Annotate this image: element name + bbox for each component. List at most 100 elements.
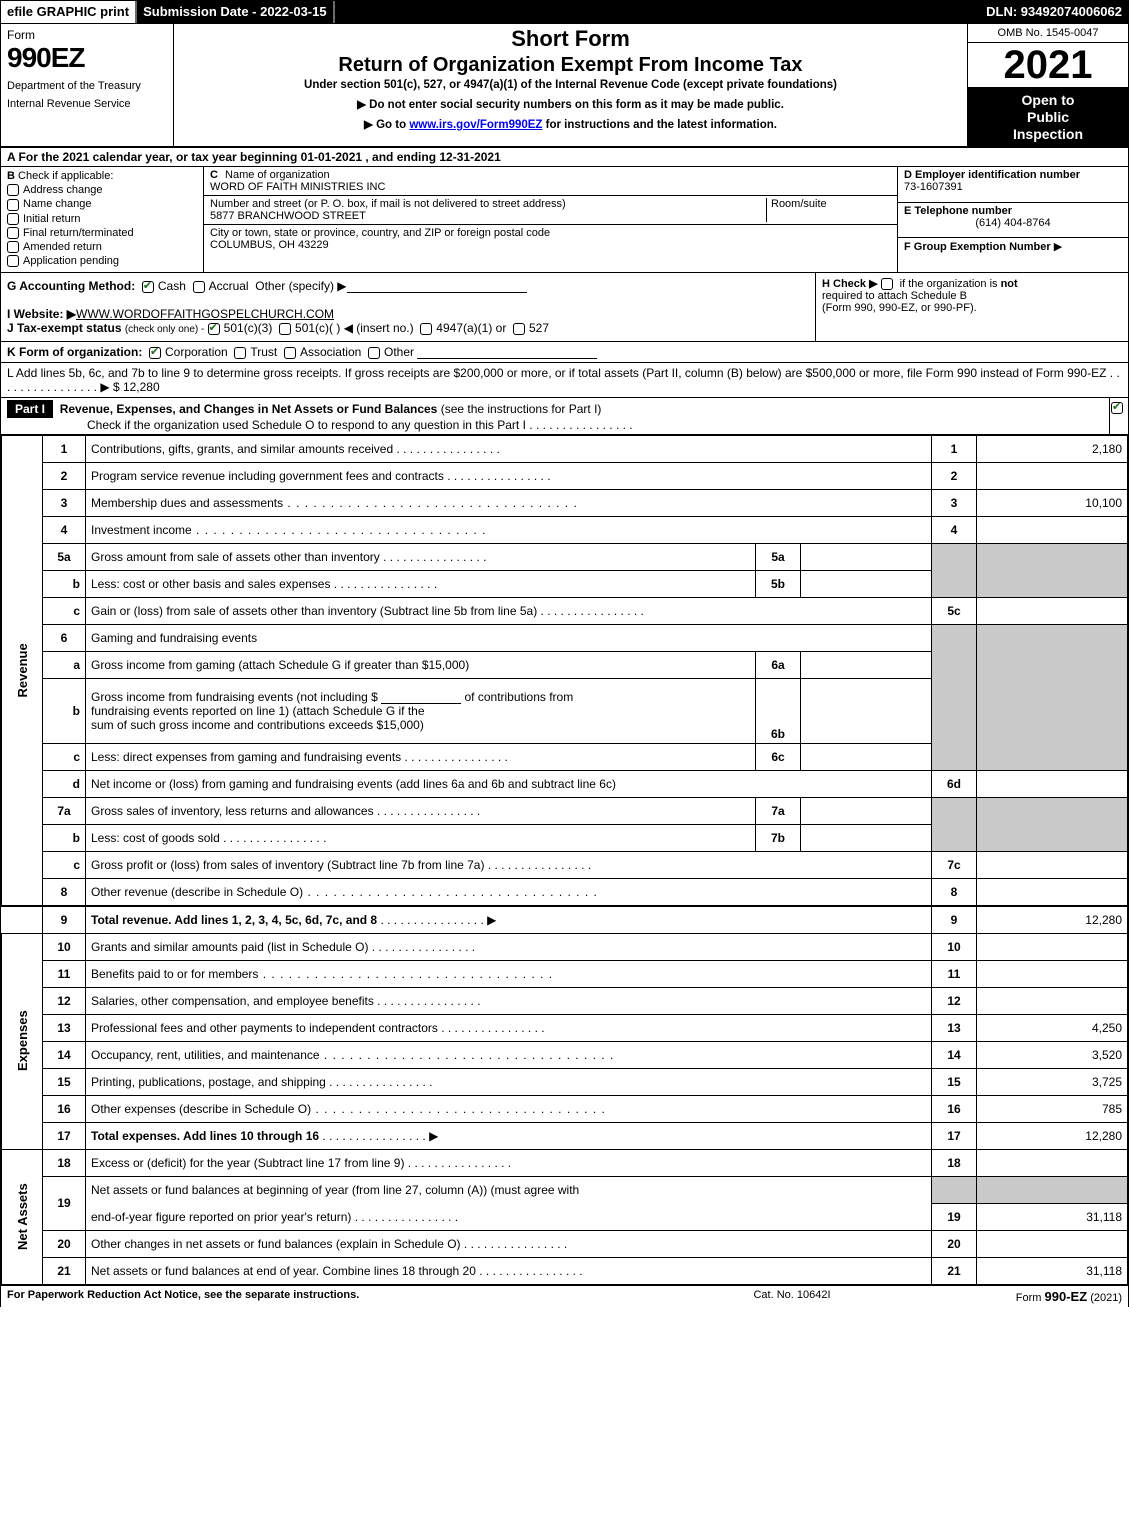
line-no: 9 (43, 906, 86, 934)
line-text: Gross income from gaming (attach Schedul… (91, 658, 469, 672)
line-text: Occupancy, rent, utilities, and maintena… (91, 1048, 320, 1062)
lines-table: Revenue 1 Contributions, gifts, grants, … (1, 435, 1128, 1285)
checkbox-icon[interactable] (7, 241, 19, 253)
dots-icon (311, 1102, 606, 1116)
line-rightval: 12,280 (977, 1122, 1128, 1149)
h-text1: H Check ▶ (822, 278, 878, 290)
dots-icon (484, 858, 591, 872)
line-text: Program service revenue including govern… (91, 469, 444, 483)
sidebar-netassets: Net Assets (2, 1149, 43, 1284)
checkbox-icon[interactable] (7, 255, 19, 267)
checkbox-icon[interactable] (279, 323, 291, 335)
b-opt-amended[interactable]: Amended return (7, 241, 197, 253)
k-other-blank[interactable] (417, 358, 597, 359)
checkbox-icon[interactable] (881, 278, 893, 290)
checkbox-icon[interactable] (193, 281, 205, 293)
checkbox-icon[interactable] (7, 213, 19, 225)
sub-num: 5b (756, 570, 801, 597)
b-opt-label: Address change (23, 184, 103, 196)
tax-year: 2021 (968, 43, 1128, 88)
line-19a: 19 Net assets or fund balances at beginn… (2, 1176, 1128, 1203)
checkbox-icon[interactable] (368, 347, 380, 359)
line-text: Printing, publications, postage, and shi… (91, 1075, 326, 1089)
line-no: 3 (43, 489, 86, 516)
footer-catno: Cat. No. 10642I (662, 1289, 922, 1304)
line-desc: Contributions, gifts, grants, and simila… (86, 435, 932, 462)
irs-label: Internal Revenue Service (7, 98, 167, 110)
line-rightval (977, 597, 1128, 624)
j-501c3: 501(c)(3) (224, 321, 273, 335)
line-text: Gross sales of inventory, less returns a… (91, 804, 374, 818)
line-rightval: 3,520 (977, 1041, 1128, 1068)
k-other: Other (384, 345, 414, 359)
line-rightval (977, 960, 1128, 987)
irs-link[interactable]: www.irs.gov/Form990EZ (409, 119, 542, 131)
line-rightnum: 1 (932, 435, 977, 462)
line-text: Other changes in net assets or fund bala… (91, 1237, 461, 1251)
f-label: F Group Exemption Number (904, 241, 1051, 253)
part1-tailcheck[interactable] (1109, 398, 1128, 434)
subtitle-goto: ▶ Go to www.irs.gov/Form990EZ for instru… (180, 117, 961, 131)
checkbox-icon[interactable] (513, 323, 525, 335)
header-center: Short Form Return of Organization Exempt… (174, 24, 968, 146)
efile-print[interactable]: efile GRAPHIC print (1, 1, 137, 23)
line-rightnum: 3 (932, 489, 977, 516)
dots-icon (319, 1129, 426, 1143)
line-rightval (977, 770, 1128, 797)
b-opt-name[interactable]: Name change (7, 198, 197, 210)
e-phone: E Telephone number (614) 404-8764 (898, 203, 1128, 238)
line-rightnum: 9 (932, 906, 977, 934)
line-no: b (43, 678, 86, 743)
b-opt-initial[interactable]: Initial return (7, 213, 197, 225)
line-rightnum: 4 (932, 516, 977, 543)
dots-icon (351, 1210, 458, 1224)
website-value[interactable]: WWW.WORDOFFAITHGOSPELCHURCH.COM (76, 307, 334, 321)
inspect-line3: Inspection (968, 126, 1128, 143)
line-rightval: 31,118 (977, 1203, 1128, 1230)
line-8: 8 Other revenue (describe in Schedule O)… (2, 878, 1128, 906)
checkbox-icon[interactable] (284, 347, 296, 359)
checkbox-icon (1111, 402, 1123, 414)
checkbox-icon[interactable] (149, 347, 161, 359)
line-rightval (977, 462, 1128, 489)
sub-val (801, 570, 932, 597)
line-rightnum: 12 (932, 987, 977, 1014)
checkbox-icon[interactable] (420, 323, 432, 335)
line-17: 17 Total expenses. Add lines 10 through … (2, 1122, 1128, 1149)
e-label: E Telephone number (904, 205, 1122, 217)
line-rightnum: 17 (932, 1122, 977, 1149)
b-opt-pending[interactable]: Application pending (7, 255, 197, 267)
form-number: 990EZ (7, 42, 167, 74)
checkbox-icon[interactable] (7, 199, 19, 211)
dots-icon (368, 940, 475, 954)
checkbox-icon[interactable] (7, 227, 19, 239)
dots-icon (377, 913, 484, 927)
line-no: 10 (43, 933, 86, 960)
line-7a: 7a Gross sales of inventory, less return… (2, 797, 1128, 824)
line-no: c (43, 743, 86, 770)
checkbox-icon[interactable] (208, 323, 220, 335)
sub-val (801, 743, 932, 770)
checkbox-icon[interactable] (142, 281, 154, 293)
line-text: end-of-year figure reported on prior yea… (91, 1210, 351, 1224)
i-prefix: I Website: ▶ (7, 307, 76, 321)
line-text: Total expenses. Add lines 10 through 16 (91, 1129, 319, 1143)
checkbox-icon[interactable] (7, 184, 19, 196)
checkbox-icon[interactable] (234, 347, 246, 359)
d-ein: D Employer identification number 73-1607… (898, 167, 1128, 202)
h-text2: if the organization is (900, 278, 1001, 290)
sub-num: 5a (756, 543, 801, 570)
g-other-blank[interactable] (347, 292, 527, 293)
footer-form-c: (2021) (1087, 1292, 1122, 1304)
line-19b: end-of-year figure reported on prior yea… (2, 1203, 1128, 1230)
k-prefix: K Form of organization: (7, 345, 142, 359)
b-opt-address[interactable]: Address change (7, 184, 197, 196)
line-rightnum: 16 (932, 1095, 977, 1122)
b-opt-final[interactable]: Final return/terminated (7, 227, 197, 239)
street-label: Number and street (or P. O. box, if mail… (210, 198, 566, 210)
shaded-cell (977, 543, 1128, 597)
line-text: Gaming and fundraising events (86, 624, 932, 651)
sub-num: 6b (756, 678, 801, 743)
dln: DLN: 93492074006062 (980, 1, 1128, 23)
sub-val (801, 543, 932, 570)
